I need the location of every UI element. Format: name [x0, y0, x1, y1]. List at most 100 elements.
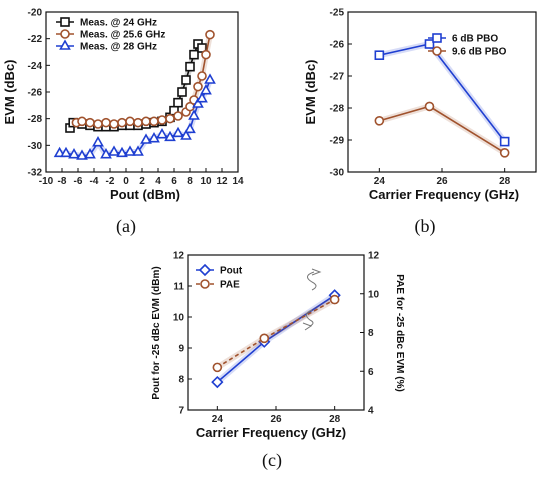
- x-tick-label: 24: [374, 176, 386, 187]
- legend: 6 dB PBO 9.6 dB PBO: [428, 33, 507, 58]
- x-tick-label: 24: [212, 414, 224, 425]
- y2-axis-label: PAE for -25 dBc EVM (%): [394, 274, 405, 392]
- data-point: [157, 115, 167, 125]
- x-tick-label: 14: [232, 176, 244, 187]
- arrow-left-head: [302, 322, 313, 331]
- data-point: [204, 73, 216, 84]
- arrow-left-axis: [306, 309, 314, 327]
- x-tick-label: -4: [90, 176, 99, 187]
- data-point: [101, 117, 111, 128]
- data-point: [374, 50, 385, 61]
- data-point: [133, 117, 143, 128]
- data-point: [197, 43, 207, 53]
- data-point: [173, 97, 183, 108]
- series-2: [374, 101, 510, 158]
- chart-caption: (c): [262, 450, 282, 471]
- y-tick-label: -30: [28, 141, 43, 152]
- legend-marker: [198, 263, 212, 277]
- x-tick-label: -2: [106, 176, 115, 187]
- legend-entry: 6 dB PBO: [452, 34, 498, 45]
- series-1: [374, 39, 510, 147]
- series-line: [216, 298, 336, 369]
- y-tick-label: -29: [330, 136, 345, 147]
- legend-marker: [432, 33, 442, 43]
- x-tick-label: 26: [270, 414, 282, 425]
- y-tick-label: -22: [28, 34, 43, 45]
- series-1: [65, 39, 207, 133]
- chart-2: 24 26 28 -30 -29 -28 -27 -26 -25 Carrier Frequenc…: [303, 8, 537, 237]
- x-tick-label: 10: [200, 176, 212, 187]
- data-point: [85, 117, 95, 128]
- data-point: [184, 122, 196, 134]
- data-point: [192, 97, 204, 108]
- y-tick-label: -20: [28, 8, 43, 19]
- x-tick-label: 8: [187, 176, 193, 187]
- data-point: [164, 130, 176, 142]
- x-axis-label: Carrier Frequency (GHz): [196, 425, 346, 440]
- data-point: [193, 81, 203, 92]
- data-point: [165, 113, 175, 124]
- data-point: [329, 294, 340, 305]
- data-point: [499, 148, 510, 158]
- data-point: [177, 87, 187, 97]
- y-tick-label: -26: [330, 40, 345, 51]
- chart-caption: (a): [116, 216, 136, 237]
- x-tick-label: 26: [436, 176, 448, 187]
- legend-marker: [59, 39, 71, 50]
- y-tick-label: 7: [178, 406, 184, 417]
- legend-marker: [60, 29, 70, 39]
- x-axis-label: Carrier Frequency (GHz): [369, 187, 519, 202]
- data-point: [140, 133, 152, 144]
- series-2: [71, 29, 215, 129]
- data-point: [189, 49, 199, 60]
- y-tick-label: -28: [28, 114, 43, 125]
- legend-entry: Pout: [220, 266, 243, 277]
- data-point: [188, 109, 200, 120]
- x-tick-label: 28: [499, 176, 511, 187]
- y-tick-label: -25: [330, 8, 345, 19]
- y2-tick-label: 4: [368, 406, 374, 417]
- chart-caption: (b): [415, 216, 436, 237]
- x-tick-label: 2: [139, 176, 145, 187]
- data-point: [212, 362, 223, 373]
- y2-tick-label: 8: [368, 328, 374, 339]
- legend: Pout PAE: [196, 263, 243, 291]
- data-point: [125, 116, 135, 127]
- data-point: [211, 375, 224, 389]
- x-tick-label: 28: [329, 414, 341, 425]
- legend-entry: Meas. @ 25.6 GHz: [80, 30, 165, 41]
- data-point: [109, 119, 119, 129]
- plot-frame: [347, 11, 537, 173]
- axis-indicator-arrows: [302, 268, 322, 331]
- data-point: [173, 111, 183, 121]
- x-tick-label: -8: [58, 176, 67, 187]
- series-2: [212, 294, 340, 373]
- data-point: [180, 129, 192, 140]
- data-point: [77, 116, 87, 127]
- y-tick-label: -32: [28, 168, 43, 179]
- x-tick-label: 6: [171, 176, 177, 187]
- data-point: [424, 39, 435, 49]
- y-tick-label: -26: [28, 88, 43, 99]
- y2-tick-label: 6: [368, 367, 374, 378]
- y-tick-label: 8: [178, 375, 184, 386]
- data-point: [200, 84, 212, 95]
- legend-entry: 9.6 dB PBO: [452, 47, 507, 58]
- data-point: [148, 132, 160, 143]
- data-point: [172, 126, 184, 138]
- data-point: [196, 92, 208, 103]
- y2-tick-label: 12: [368, 251, 380, 262]
- y-tick-label: 11: [173, 282, 184, 293]
- arrow-right-head: [311, 268, 322, 276]
- arrow-right-axis: [307, 271, 317, 291]
- data-point: [124, 145, 136, 156]
- data-point: [201, 49, 211, 60]
- data-point: [116, 146, 128, 158]
- y-tick-label: 12: [173, 251, 185, 262]
- data-point: [149, 116, 159, 127]
- x-tick-label: -10: [39, 176, 54, 187]
- data-point: [76, 149, 88, 160]
- x-tick-label: -6: [74, 176, 83, 187]
- x-axis-label: Pout (dBm): [110, 187, 180, 202]
